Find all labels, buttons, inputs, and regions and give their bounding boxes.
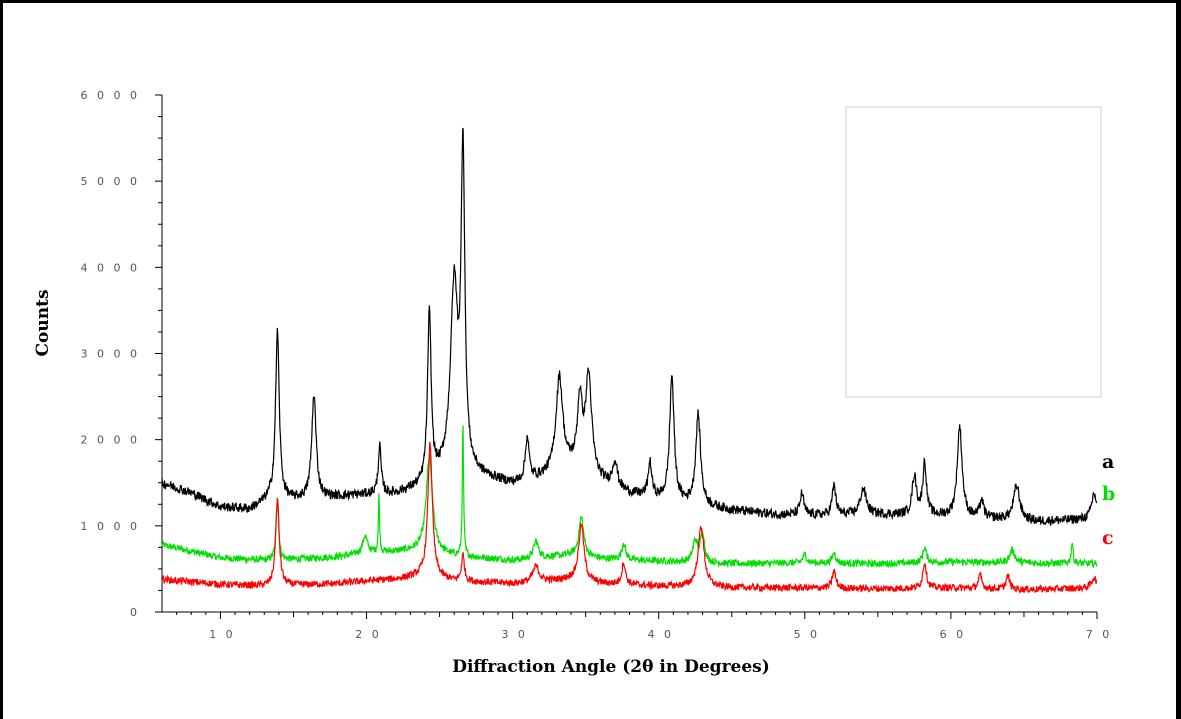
series-c-line [161, 441, 1098, 594]
x-tick-label: 6 0 [940, 628, 967, 641]
y-axis-title: Counts [33, 289, 53, 356]
y-tick-label: 0 [130, 606, 140, 619]
y-tick-label: 3 0 0 0 [81, 348, 140, 361]
x-tick-label: 3 0 [501, 628, 528, 641]
y-tick-label: 2 0 0 0 [81, 434, 140, 447]
y-tick-label: 1 0 0 0 [81, 520, 140, 533]
series-b-line [161, 425, 1098, 569]
inset-box [845, 106, 1102, 398]
y-tick-label: 4 0 0 0 [81, 261, 140, 274]
x-tick-label: 4 0 [647, 628, 674, 641]
y-tick-label: 5 0 0 0 [81, 175, 140, 188]
series-label-b: b [1102, 483, 1115, 505]
series-label-a: a [1102, 451, 1114, 473]
series-labels: abc [1102, 451, 1115, 549]
x-tick-label: 7 0 [1086, 628, 1113, 641]
axes: 0 1 0 0 0 2 0 0 0 3 0 0 0 4 0 0 0 5 0 0 0 6 0 … [81, 89, 1113, 641]
x-axis-title: Diffraction Angle (2θ in Degrees) [452, 657, 770, 677]
y-tick-label: 6 0 0 0 [81, 89, 140, 102]
plot-area [161, 127, 1098, 594]
series-label-c: c [1102, 527, 1114, 549]
x-tick-label: 2 0 [355, 628, 382, 641]
series-a-line [161, 127, 1098, 526]
x-tick-label: 5 0 [794, 628, 821, 641]
x-tick-label: 1 0 [209, 628, 236, 641]
